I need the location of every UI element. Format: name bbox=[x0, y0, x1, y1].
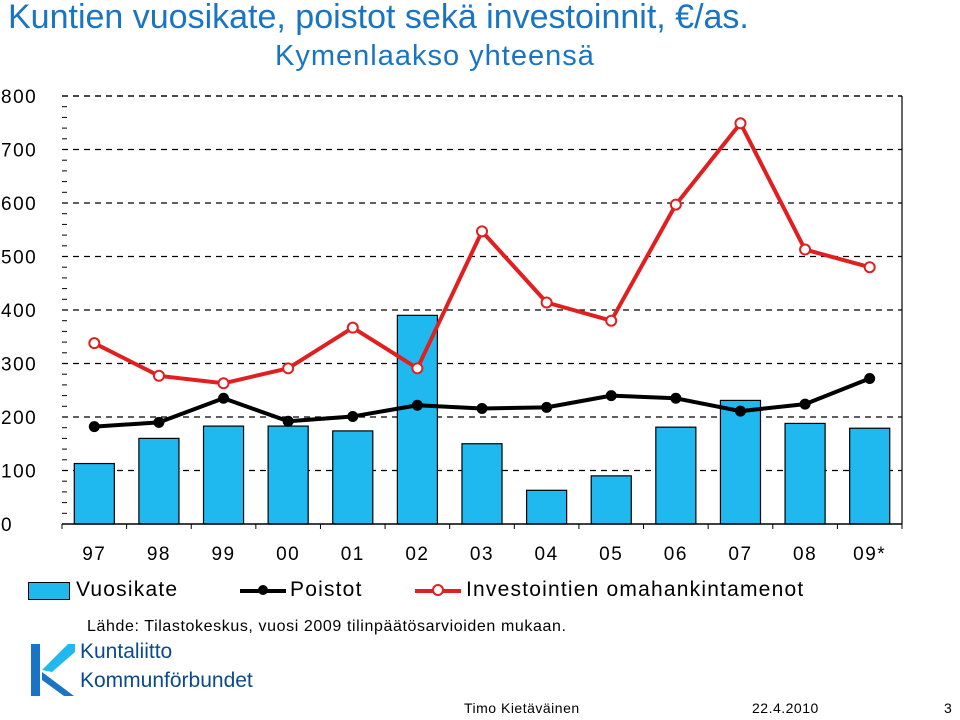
point-investoinnit bbox=[217, 377, 230, 390]
x-tick-label: 05 bbox=[599, 544, 623, 565]
chart-title: Kuntien vuosikate, poistot sekä investoi… bbox=[8, 0, 749, 36]
x-tick-label: 99 bbox=[211, 544, 235, 565]
y-tick-label: 500 bbox=[1, 248, 37, 269]
point-poistot bbox=[864, 372, 876, 384]
point-poistot bbox=[347, 410, 359, 422]
legend-marker-poistot bbox=[240, 585, 286, 595]
point-investoinnit bbox=[346, 321, 359, 334]
point-poistot bbox=[88, 421, 100, 433]
bar-vuosikate bbox=[138, 437, 180, 525]
point-poistot bbox=[541, 401, 553, 413]
y-tick-label: 600 bbox=[1, 194, 37, 215]
y-tick-label: 800 bbox=[1, 87, 37, 108]
point-investoinnit bbox=[88, 337, 101, 350]
bar-vuosikate bbox=[784, 422, 826, 525]
x-tick-label: 03 bbox=[470, 544, 494, 565]
bar-vuosikate bbox=[73, 462, 115, 525]
x-tick-label: 07 bbox=[728, 544, 752, 565]
point-investoinnit bbox=[411, 362, 424, 375]
bar-vuosikate bbox=[396, 314, 439, 525]
kuntaliitto-logo-icon bbox=[31, 644, 75, 696]
point-poistot bbox=[734, 405, 746, 417]
legend-label-poistot: Poistot bbox=[290, 578, 363, 601]
point-investoinnit bbox=[282, 362, 295, 375]
legend-marker-investoinnit bbox=[415, 584, 461, 596]
point-investoinnit bbox=[540, 296, 553, 309]
point-investoinnit bbox=[863, 261, 876, 274]
point-poistot bbox=[218, 392, 230, 404]
point-poistot bbox=[476, 402, 488, 414]
footer-page-number: 3 bbox=[944, 700, 953, 716]
point-investoinnit bbox=[669, 198, 682, 211]
y-tick-label: 200 bbox=[1, 408, 37, 429]
x-tick-label: 97 bbox=[82, 544, 106, 565]
legend-label-investoinnit: Investointien omahankintamenot bbox=[466, 578, 805, 601]
footer-date: 22.4.2010 bbox=[752, 700, 819, 716]
bar-vuosikate bbox=[267, 425, 309, 525]
point-poistot bbox=[799, 398, 811, 410]
y-tick-label: 400 bbox=[1, 301, 37, 322]
x-tick-label: 06 bbox=[664, 544, 688, 565]
x-tick-label: 02 bbox=[405, 544, 429, 565]
footer-author: Timo Kietäväinen bbox=[464, 700, 580, 716]
y-tick-label: 100 bbox=[1, 462, 37, 483]
legend-swatch-vuosikate bbox=[28, 582, 70, 600]
point-investoinnit bbox=[799, 243, 812, 256]
logo-text-line1: Kuntaliitto bbox=[80, 640, 173, 663]
legend-label-vuosikate: Vuosikate bbox=[76, 578, 179, 601]
chart-subtitle: Kymenlaakso yhteensä bbox=[275, 40, 595, 72]
bar-vuosikate bbox=[461, 443, 503, 525]
bar-vuosikate bbox=[590, 475, 632, 525]
point-investoinnit bbox=[734, 117, 747, 130]
logo-text-line2: Kommunförbundet bbox=[80, 669, 253, 692]
point-investoinnit bbox=[476, 225, 488, 238]
y-tick-label: 0 bbox=[1, 515, 13, 536]
x-tick-label: 09* bbox=[853, 544, 886, 565]
point-investoinnit bbox=[152, 369, 165, 382]
y-tick-label: 300 bbox=[1, 355, 37, 376]
kuntaliitto-logo: Kuntaliitto Kommunförbundet bbox=[28, 640, 278, 700]
point-poistot bbox=[670, 392, 682, 404]
point-poistot bbox=[605, 390, 617, 402]
x-tick-label: 08 bbox=[793, 544, 817, 565]
x-tick-label: 04 bbox=[535, 544, 559, 565]
x-tick-label: 98 bbox=[147, 544, 171, 565]
point-investoinnit bbox=[605, 314, 618, 327]
x-tick-label: 00 bbox=[276, 544, 300, 565]
bar-vuosikate bbox=[332, 430, 374, 525]
y-tick-label: 700 bbox=[1, 141, 37, 162]
bar-vuosikate bbox=[525, 489, 568, 525]
bar-vuosikate bbox=[655, 426, 697, 525]
chart: 0 100 200 300 400 500 600 700 800 97 98 99 00 01 02 03 0… bbox=[1, 87, 903, 565]
bar-vuosikate bbox=[719, 399, 762, 525]
point-poistot bbox=[282, 415, 294, 427]
x-tick-label: 01 bbox=[341, 544, 365, 565]
point-poistot bbox=[411, 399, 423, 411]
bar-vuosikate bbox=[849, 427, 891, 525]
point-poistot bbox=[153, 416, 165, 428]
line-investoinnit bbox=[93, 121, 871, 386]
source-note: Lähde: Tilastokeskus, vuosi 2009 tilinpä… bbox=[87, 618, 567, 635]
bar-vuosikate bbox=[202, 425, 245, 525]
